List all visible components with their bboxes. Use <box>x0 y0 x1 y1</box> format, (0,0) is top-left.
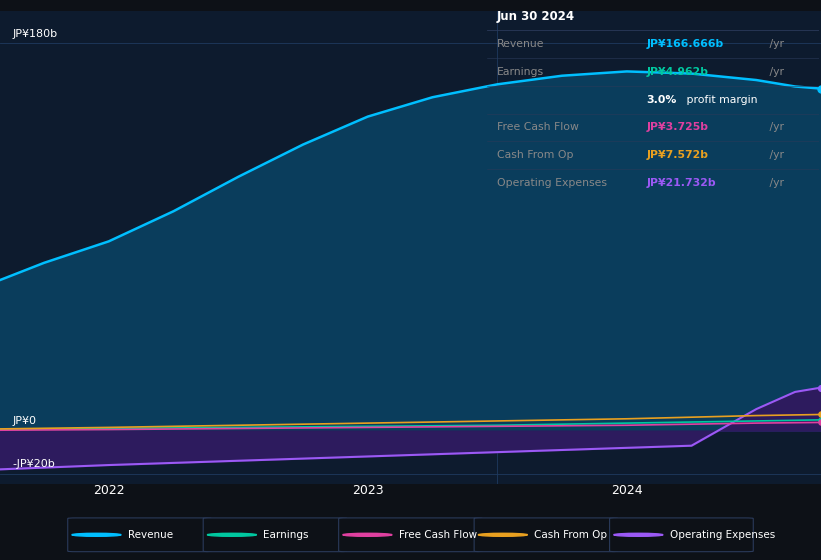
Text: Operating Expenses: Operating Expenses <box>497 178 607 188</box>
Text: Jun 30 2024: Jun 30 2024 <box>497 10 575 23</box>
Text: /yr: /yr <box>766 178 784 188</box>
Point <box>814 84 821 93</box>
Text: 2024: 2024 <box>611 484 643 497</box>
FancyBboxPatch shape <box>203 518 346 552</box>
Text: JP¥0: JP¥0 <box>13 416 37 426</box>
Text: 3.0%: 3.0% <box>646 95 677 105</box>
Text: Earnings: Earnings <box>263 530 309 540</box>
FancyBboxPatch shape <box>609 518 754 552</box>
Text: JP¥4.962b: JP¥4.962b <box>646 67 709 77</box>
FancyBboxPatch shape <box>338 518 482 552</box>
Text: Cash From Op: Cash From Op <box>534 530 607 540</box>
Text: Free Cash Flow: Free Cash Flow <box>497 123 579 132</box>
Point <box>814 383 821 392</box>
Text: Cash From Op: Cash From Op <box>497 150 573 160</box>
Point <box>814 416 821 424</box>
Text: 2022: 2022 <box>93 484 125 497</box>
Circle shape <box>343 533 392 536</box>
Text: Operating Expenses: Operating Expenses <box>670 530 775 540</box>
Text: /yr: /yr <box>766 123 784 132</box>
Text: JP¥21.732b: JP¥21.732b <box>646 178 716 188</box>
Text: JP¥180b: JP¥180b <box>13 29 58 39</box>
Text: Free Cash Flow: Free Cash Flow <box>399 530 477 540</box>
Text: Revenue: Revenue <box>127 530 172 540</box>
Circle shape <box>71 533 122 536</box>
Text: /yr: /yr <box>766 39 784 49</box>
Text: /yr: /yr <box>766 67 784 77</box>
Text: -JP¥20b: -JP¥20b <box>13 459 56 469</box>
Point <box>814 410 821 419</box>
Text: /yr: /yr <box>766 150 784 160</box>
Text: Earnings: Earnings <box>497 67 544 77</box>
Text: JP¥3.725b: JP¥3.725b <box>646 123 709 132</box>
FancyBboxPatch shape <box>67 518 212 552</box>
Text: profit margin: profit margin <box>683 95 758 105</box>
Circle shape <box>614 533 663 536</box>
Text: 2023: 2023 <box>352 484 383 497</box>
Text: JP¥7.572b: JP¥7.572b <box>646 150 709 160</box>
Text: Revenue: Revenue <box>497 39 544 49</box>
Circle shape <box>478 533 528 536</box>
FancyBboxPatch shape <box>475 518 617 552</box>
Text: JP¥166.666b: JP¥166.666b <box>646 39 723 49</box>
Point <box>814 418 821 427</box>
Circle shape <box>207 533 256 536</box>
